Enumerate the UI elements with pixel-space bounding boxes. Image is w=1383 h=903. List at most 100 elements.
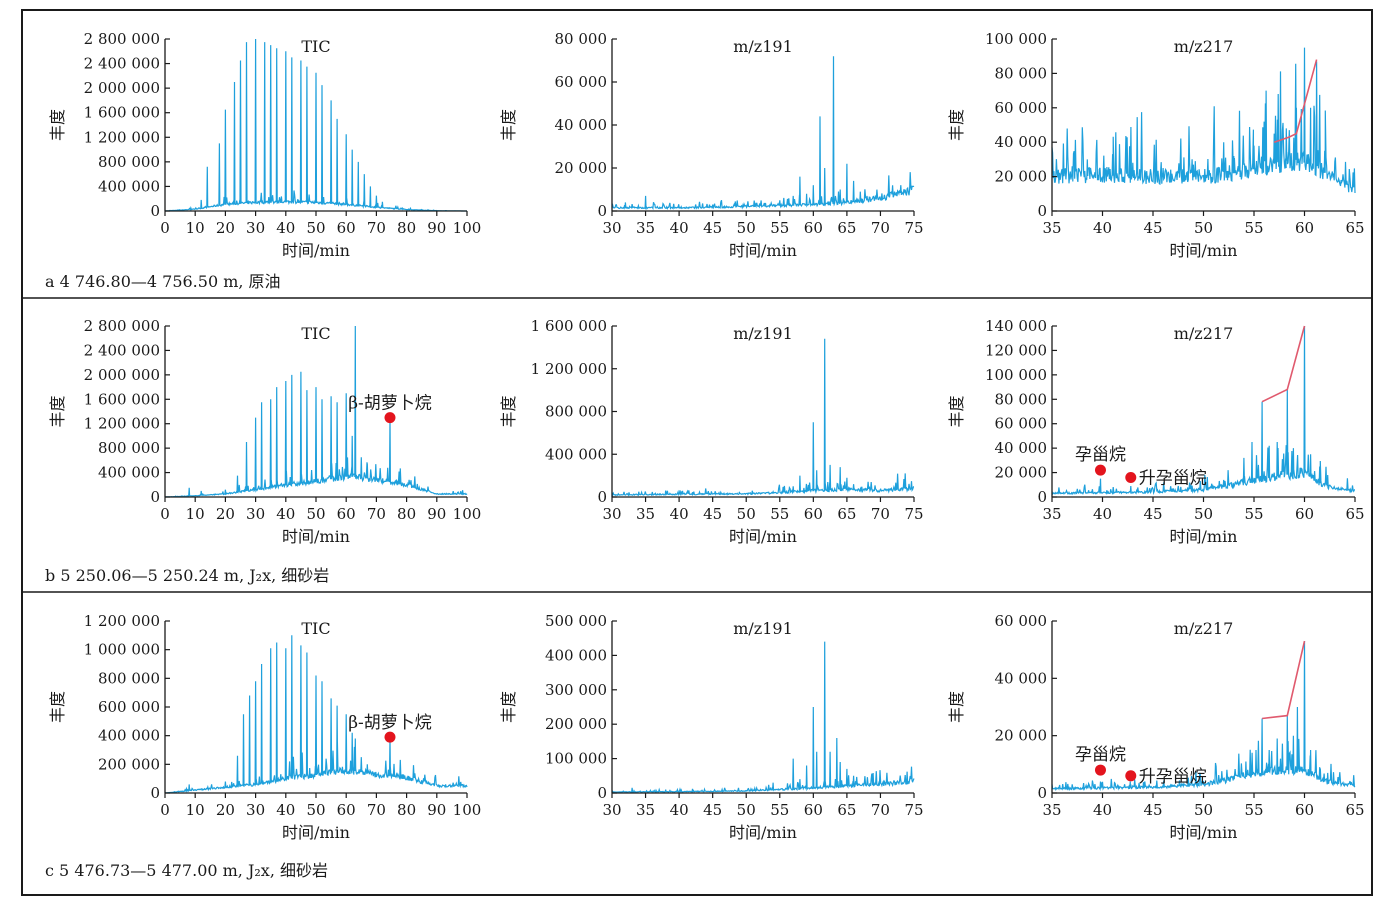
trace-line (1051, 641, 1356, 792)
chart-b-191: 0 400 000 800 000 1 200 000 1 600 000 30 35 40 4… (499, 317, 924, 546)
x-tick-label: 100 (453, 219, 482, 237)
x-tick-label: 40 (276, 505, 295, 523)
x-tick-label: 35 (1042, 505, 1061, 523)
y-tick-label: 100 000 (985, 366, 1047, 384)
y-tick-label: 400 000 (545, 445, 607, 463)
x-tick-label: 65 (837, 219, 856, 237)
x-tick-label: 30 (602, 505, 621, 523)
x-tick-label: 35 (1042, 801, 1061, 819)
x-tick-label: 35 (636, 801, 655, 819)
chart-title: TIC (301, 324, 330, 343)
trace-line (165, 38, 467, 212)
x-tick-label: 70 (871, 219, 890, 237)
trace-line (1051, 47, 1356, 194)
y-tick-label: 1 200 000 (84, 612, 160, 630)
y-axis-label: 丰度 (499, 395, 518, 427)
y-tick-label: 800 000 (98, 669, 160, 687)
x-tick-label: 30 (246, 801, 265, 819)
y-tick-label: 1 200 000 (84, 128, 160, 146)
y-tick-label: 400 000 (98, 177, 160, 195)
chart-a-tic: 0 400 000 800 000 1 200 000 1 600 000 2 000 0… (48, 30, 481, 260)
y-tick-label: 20 000 (995, 464, 1048, 482)
y-tick-label: 40 000 (995, 439, 1048, 457)
x-tick-label: 80 (397, 219, 416, 237)
x-tick-label: 55 (1244, 219, 1263, 237)
x-tick-label: 35 (636, 505, 655, 523)
x-tick-label: 90 (427, 801, 446, 819)
x-tick-label: 40 (670, 505, 689, 523)
y-axis-label: 丰度 (499, 109, 518, 141)
y-tick-label: 300 000 (545, 681, 607, 699)
y-axis-label: 丰度 (499, 691, 518, 723)
x-tick-label: 40 (276, 219, 295, 237)
x-tick-label: 60 (337, 505, 356, 523)
x-tick-label: 80 (397, 801, 416, 819)
chart-a-217: 0 20 000 40 000 60 000 80 000 100 000 35 40 45 50… (947, 30, 1365, 260)
annotation-marker (1125, 471, 1137, 483)
panel-caption: c 5 476.73—5 477.00 m, J₂x, 细砂岩 (45, 861, 328, 880)
y-tick-label: 1 200 000 (84, 415, 160, 433)
x-tick-label: 60 (337, 219, 356, 237)
y-tick-label: 60 000 (555, 73, 608, 91)
chart-title: TIC (301, 37, 330, 56)
annotation-label: 孕甾烷 (1075, 445, 1126, 465)
y-tick-label: 0 (1037, 488, 1047, 506)
x-axis-label: 时间/min (729, 241, 797, 260)
x-tick-label: 90 (427, 219, 446, 237)
x-tick-label: 70 (871, 505, 890, 523)
figure-frame (21, 9, 1373, 896)
y-tick-label: 800 000 (98, 153, 160, 171)
x-tick-label: 70 (367, 801, 386, 819)
x-tick-label: 50 (1194, 219, 1213, 237)
x-tick-label: 100 (453, 505, 482, 523)
x-tick-label: 65 (1345, 801, 1364, 819)
x-tick-label: 65 (1345, 219, 1364, 237)
chart-c-tic: 0 200 000 400 000 600 000 800 000 1 000 000 1 … (48, 612, 481, 842)
x-tick-label: 75 (904, 505, 923, 523)
x-tick-label: 45 (703, 801, 722, 819)
x-tick-label: 60 (804, 505, 823, 523)
y-tick-label: 60 000 (995, 612, 1048, 630)
y-tick-label: 80 000 (995, 64, 1048, 82)
y-tick-label: 20 000 (995, 727, 1048, 745)
x-tick-label: 55 (770, 219, 789, 237)
x-tick-label: 55 (770, 505, 789, 523)
y-tick-label: 500 000 (545, 612, 607, 630)
x-tick-label: 40 (670, 801, 689, 819)
annotation-marker (384, 731, 396, 743)
y-tick-label: 20 000 (555, 159, 608, 177)
x-tick-label: 70 (871, 801, 890, 819)
y-tick-label: 40 000 (555, 116, 608, 134)
trend-line (1262, 640, 1306, 720)
y-tick-label: 140 000 (985, 317, 1047, 335)
y-tick-label: 1 600 000 (84, 104, 160, 122)
y-tick-label: 1 600 000 (531, 317, 607, 335)
y-tick-label: 0 (1037, 202, 1047, 220)
panel-caption: b 5 250.06—5 250.24 m, J₂x, 细砂岩 (45, 566, 329, 585)
x-tick-label: 20 (216, 219, 235, 237)
x-tick-label: 0 (160, 801, 170, 819)
y-tick-label: 40 000 (995, 133, 1048, 151)
x-axis-label: 时间/min (282, 823, 350, 842)
y-tick-label: 60 000 (995, 415, 1048, 433)
y-axis-label: 丰度 (48, 691, 67, 723)
trend-line (1261, 325, 1306, 403)
y-tick-label: 400 000 (545, 646, 607, 664)
chart-title: m/z191 (733, 37, 793, 56)
x-tick-label: 55 (770, 801, 789, 819)
chart-title: TIC (301, 619, 330, 638)
x-tick-label: 75 (904, 801, 923, 819)
y-tick-label: 40 000 (995, 669, 1048, 687)
x-tick-label: 50 (737, 219, 756, 237)
x-axis-label: 时间/min (282, 241, 350, 260)
x-tick-label: 45 (1143, 219, 1162, 237)
chart-title: m/z217 (1174, 619, 1234, 638)
trace-line (164, 635, 468, 794)
x-tick-label: 60 (1295, 219, 1314, 237)
trend-line (1273, 59, 1318, 143)
trace-line (1051, 325, 1355, 496)
y-tick-label: 0 (597, 784, 607, 802)
trace-line (165, 325, 468, 498)
x-tick-label: 60 (1295, 505, 1314, 523)
y-axis-label: 丰度 (947, 395, 966, 427)
